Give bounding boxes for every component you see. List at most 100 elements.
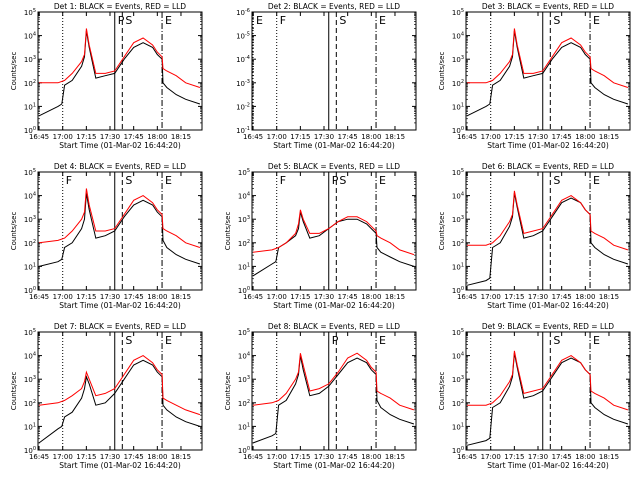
- marker-label: F: [280, 174, 286, 187]
- x-axis-label: Start Time (01-Mar-02 16:44:20): [487, 461, 609, 470]
- y-tick-label: 101: [24, 262, 36, 271]
- y-tick-label: 104: [24, 352, 36, 361]
- y-tick-label: 104: [238, 352, 250, 361]
- series-line-black: [252, 355, 415, 444]
- panel-title: Det 9: BLACK = Events, RED = LLD: [482, 322, 614, 331]
- x-tick-label: 18:15: [385, 453, 405, 461]
- marker-label: S: [339, 14, 346, 27]
- y-axis-label: Counts/sec: [438, 52, 446, 91]
- x-tick-label: 17:45: [338, 453, 358, 461]
- x-tick-label: 18:15: [171, 293, 191, 301]
- series-line-red: [253, 352, 415, 411]
- x-tick-label: 17:15: [76, 453, 96, 461]
- plot-frame: [465, 11, 631, 131]
- x-tick-label: 18:00: [361, 133, 381, 141]
- x-axis-label: Start Time (01-Mar-02 16:44:20): [487, 141, 609, 150]
- marker-label: E: [379, 14, 386, 27]
- panel-det-6: Det 6: BLACK = Events, RED = LLD 16:45 17:…: [438, 162, 631, 310]
- y-tick-label: 104: [24, 32, 36, 41]
- x-tick-label: 16:45: [29, 133, 49, 141]
- y-tick-label: 101: [452, 102, 464, 111]
- y-tick-label: 103: [24, 55, 36, 64]
- x-tick-label: 16:45: [29, 453, 49, 461]
- x-axis-label: Start Time (01-Mar-02 16:44:20): [273, 141, 395, 150]
- plot-frame: [251, 171, 417, 291]
- series-line-red: [39, 355, 201, 416]
- x-tick-label: 16:45: [457, 453, 477, 461]
- y-tick-label: 103: [24, 375, 36, 384]
- x-tick-label: 17:30: [314, 453, 334, 461]
- y-tick-label: 101: [452, 262, 464, 271]
- y-tick-label: 102: [24, 79, 36, 88]
- x-tick-label: 18:15: [171, 453, 191, 461]
- x-tick-label: 17:30: [314, 133, 334, 141]
- y-tick-label: 102: [238, 239, 250, 248]
- panel-det-9: Det 9: BLACK = Events, RED = LLD 16:45 17:…: [438, 322, 631, 470]
- y-tick-label: 102: [452, 79, 464, 88]
- x-tick-label: 18:00: [361, 453, 381, 461]
- x-tick-label: 18:00: [575, 293, 595, 301]
- x-tick-label: 17:00: [53, 133, 73, 141]
- x-tick-label: 16:45: [243, 133, 263, 141]
- x-tick-label: 17:45: [338, 133, 358, 141]
- y-tick-label: 100: [238, 286, 250, 295]
- y-tick-label: 104: [238, 192, 250, 201]
- y-axis-label: Counts/sec: [438, 212, 446, 251]
- x-tick-label: 17:45: [338, 293, 358, 301]
- x-tick-label: 17:15: [290, 293, 310, 301]
- series-line-red: [253, 209, 415, 256]
- x-tick-label: 18:15: [599, 133, 619, 141]
- panel-det-5: Det 5: BLACK = Events, RED = LLD 16:45 17:…: [224, 162, 417, 310]
- y-tick-label: 102: [452, 239, 464, 248]
- x-tick-label: 17:00: [267, 133, 287, 141]
- x-tick-label: 17:00: [53, 453, 73, 461]
- marker-label: F: [280, 14, 286, 27]
- marker-label: E: [165, 14, 172, 27]
- y-tick-label: 104: [452, 32, 464, 41]
- y-tick-label: 100: [24, 446, 36, 455]
- panel-det-2: Det 2: BLACK = Events, RED = LLD 16:45 17:…: [236, 2, 417, 150]
- panel-title: Det 3: BLACK = Events, RED = LLD: [482, 2, 614, 11]
- y-axis-label: Counts/sec: [438, 372, 446, 411]
- y-tick-label: 105: [24, 328, 36, 337]
- y-tick-label: 105: [24, 8, 36, 17]
- series-line-black: [38, 30, 201, 117]
- y-tick-label: 102: [238, 399, 250, 408]
- y-tick-label: 100: [24, 126, 36, 135]
- plot-frame: [251, 11, 417, 131]
- x-tick-label: 18:00: [575, 133, 595, 141]
- y-axis-label: Counts/sec: [10, 52, 18, 91]
- x-tick-label: 17:45: [124, 293, 144, 301]
- plot-frame: [37, 331, 203, 451]
- panel-det-8: Det 8: BLACK = Events, RED = LLD 16:45 17:…: [224, 322, 417, 470]
- x-tick-label: 18:15: [385, 133, 405, 141]
- y-axis-label: Counts/sec: [10, 212, 18, 251]
- y-tick-label: 102: [452, 399, 464, 408]
- x-tick-label: 17:00: [481, 133, 501, 141]
- y-tick-label: 103: [24, 215, 36, 224]
- y-tick-label: 102: [24, 239, 36, 248]
- y-tick-label: 101: [452, 422, 464, 431]
- marker-label: E: [379, 334, 386, 347]
- panel-title: Det 5: BLACK = Events, RED = LLD: [268, 162, 400, 171]
- y-tick-label: 100: [452, 286, 464, 295]
- marker-label: E: [165, 334, 172, 347]
- marker-label: S: [125, 14, 132, 27]
- y-axis-label: Counts/sec: [224, 212, 232, 251]
- y-axis-label: Counts/sec: [10, 372, 18, 411]
- series-line-black: [252, 211, 415, 277]
- marker-label: S: [339, 174, 346, 187]
- x-axis-label: Start Time (01-Mar-02 16:44:20): [487, 301, 609, 310]
- y-tick-label: 105: [24, 168, 36, 177]
- x-tick-label: 17:15: [76, 133, 96, 141]
- marker-label: E: [379, 174, 386, 187]
- x-tick-label: 17:00: [267, 293, 287, 301]
- x-tick-label: 17:00: [481, 293, 501, 301]
- panel-title: Det 2: BLACK = Events, RED = LLD: [268, 2, 400, 11]
- plot-frame: [465, 171, 631, 291]
- x-tick-label: 17:00: [53, 293, 73, 301]
- y-tick-label: 103: [452, 215, 464, 224]
- marker-label: P: [332, 174, 339, 187]
